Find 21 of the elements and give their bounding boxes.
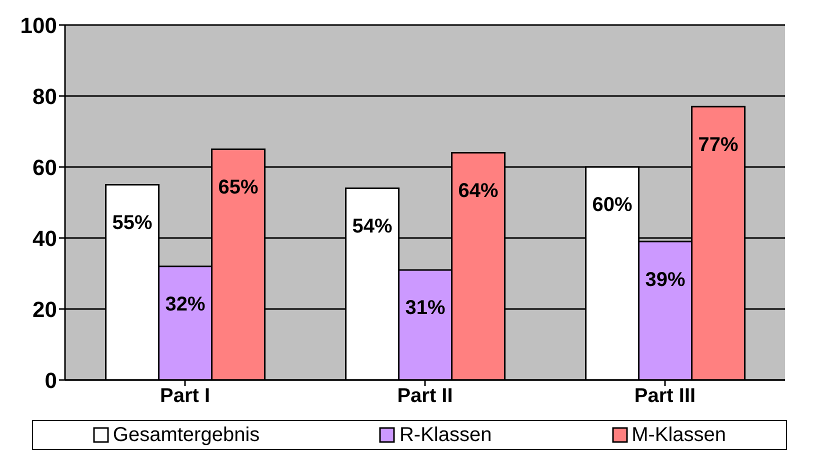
data-label: 55%: [112, 212, 153, 234]
y-tick-label: 20: [32, 296, 57, 322]
data-label: 31%: [405, 297, 446, 320]
legend-label: M-Klassen: [632, 424, 726, 446]
data-label: 39%: [645, 268, 686, 291]
x-tick-label: Part II: [397, 385, 453, 408]
data-label: 77%: [698, 134, 739, 156]
data-label: 65%: [218, 176, 259, 198]
x-tick-label: Part III: [634, 385, 696, 408]
y-tick-label: 80: [32, 84, 57, 109]
legend-label: R-Klassen: [399, 424, 492, 446]
data-label: 64%: [458, 180, 499, 202]
y-tick-label: 0: [44, 368, 57, 393]
data-label: 60%: [592, 194, 633, 216]
legend-label: Gesamtergebnis: [112, 424, 260, 446]
x-tick-label: Part I: [160, 385, 210, 408]
y-tick-label: 40: [32, 226, 57, 251]
y-tick-label: 60: [32, 154, 57, 180]
y-tick-label: 100: [20, 12, 57, 38]
data-label: 54%: [352, 216, 393, 238]
data-label: 32%: [165, 294, 206, 316]
